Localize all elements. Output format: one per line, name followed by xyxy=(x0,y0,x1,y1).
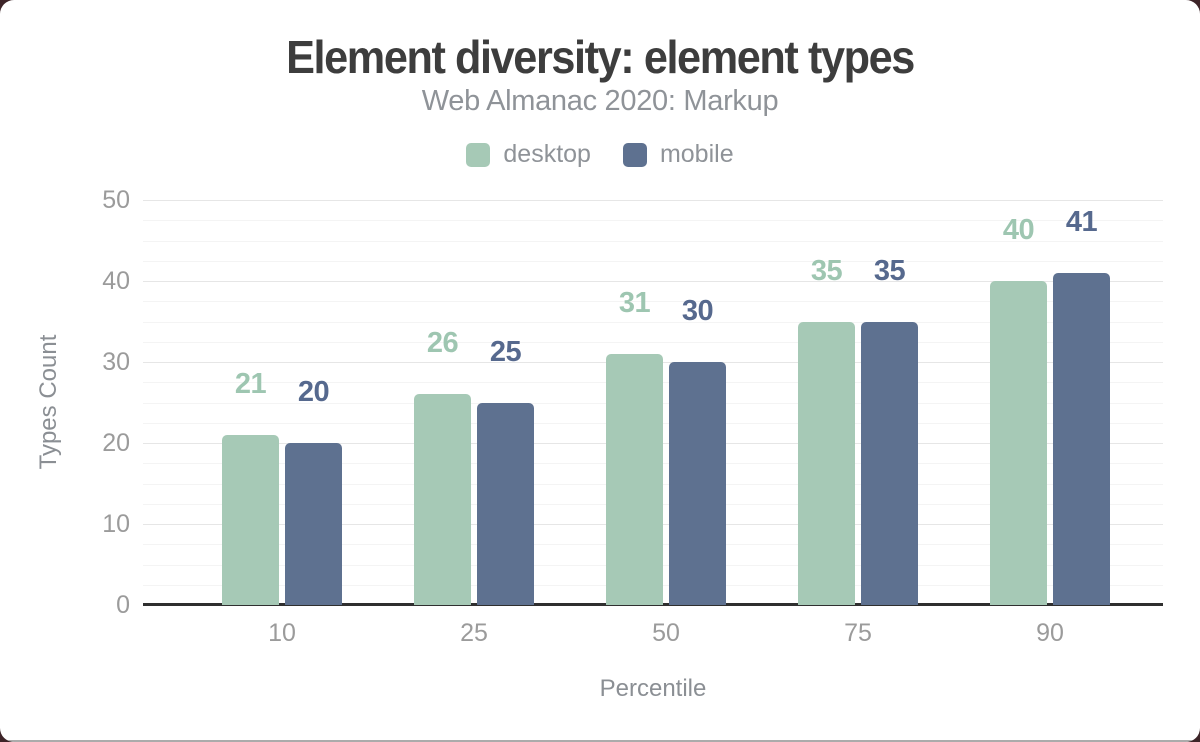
legend-swatch-mobile xyxy=(622,142,647,167)
bar-value-mobile-50: 30 xyxy=(681,295,714,327)
chart-subtitle: Web Almanac 2020: Markup xyxy=(421,85,779,117)
legend-label-desktop: desktop xyxy=(503,140,591,168)
bar-mobile-25 xyxy=(477,403,534,605)
bar-value-mobile-25: 25 xyxy=(489,336,522,368)
bar-value-mobile-10: 20 xyxy=(297,376,330,408)
bar-value-mobile-90: 41 xyxy=(1065,206,1098,238)
y-axis-title: Types Count xyxy=(35,334,62,470)
major-gridline-50 xyxy=(143,200,1163,201)
x-tick-label-90: 90 xyxy=(1036,619,1064,647)
y-tick-label-20: 20 xyxy=(102,429,130,457)
bar-mobile-75 xyxy=(861,322,918,605)
x-tick-label-25: 25 xyxy=(460,619,488,647)
bar-mobile-90 xyxy=(1053,273,1110,605)
y-tick-label-10: 10 xyxy=(102,510,130,538)
legend-label-mobile: mobile xyxy=(659,140,734,168)
bar-mobile-10 xyxy=(285,443,342,605)
minor-gridline-45 xyxy=(143,241,1163,242)
bar-desktop-75 xyxy=(798,322,855,605)
bar-value-desktop-10: 21 xyxy=(234,368,267,400)
bar-mobile-50 xyxy=(669,362,726,605)
y-tick-label-30: 30 xyxy=(102,348,130,376)
minor-gridline-47.5 xyxy=(143,220,1163,221)
legend-item-mobile: mobile xyxy=(622,140,734,169)
x-tick-label-10: 10 xyxy=(268,619,296,647)
minor-gridline-37.5 xyxy=(143,301,1163,302)
bar-value-mobile-75: 35 xyxy=(873,255,906,287)
card-bottom-edge xyxy=(0,740,1200,742)
legend-swatch-desktop xyxy=(466,142,491,167)
bar-desktop-25 xyxy=(414,394,471,605)
y-tick-label-0: 0 xyxy=(116,591,130,619)
bar-value-desktop-90: 40 xyxy=(1002,214,1035,246)
y-tick-label-40: 40 xyxy=(102,267,130,295)
bar-value-desktop-75: 35 xyxy=(810,255,843,287)
bar-value-desktop-50: 31 xyxy=(618,287,651,319)
bar-value-desktop-25: 26 xyxy=(426,327,459,359)
bar-desktop-90 xyxy=(990,281,1047,605)
minor-gridline-32.5 xyxy=(143,342,1163,343)
major-gridline-40 xyxy=(143,281,1163,282)
legend-item-desktop: desktop xyxy=(466,140,591,169)
bar-desktop-10 xyxy=(222,435,279,605)
minor-gridline-42.5 xyxy=(143,261,1163,262)
x-tick-label-75: 75 xyxy=(844,619,872,647)
minor-gridline-35 xyxy=(143,322,1163,323)
legend: desktop mobile xyxy=(0,140,1200,169)
x-tick-label-50: 50 xyxy=(652,619,680,647)
y-tick-label-50: 50 xyxy=(102,186,130,214)
x-axis-title: Percentile xyxy=(599,675,707,702)
bar-desktop-50 xyxy=(606,354,663,605)
chart-title: Element diversity: element types xyxy=(286,31,915,83)
